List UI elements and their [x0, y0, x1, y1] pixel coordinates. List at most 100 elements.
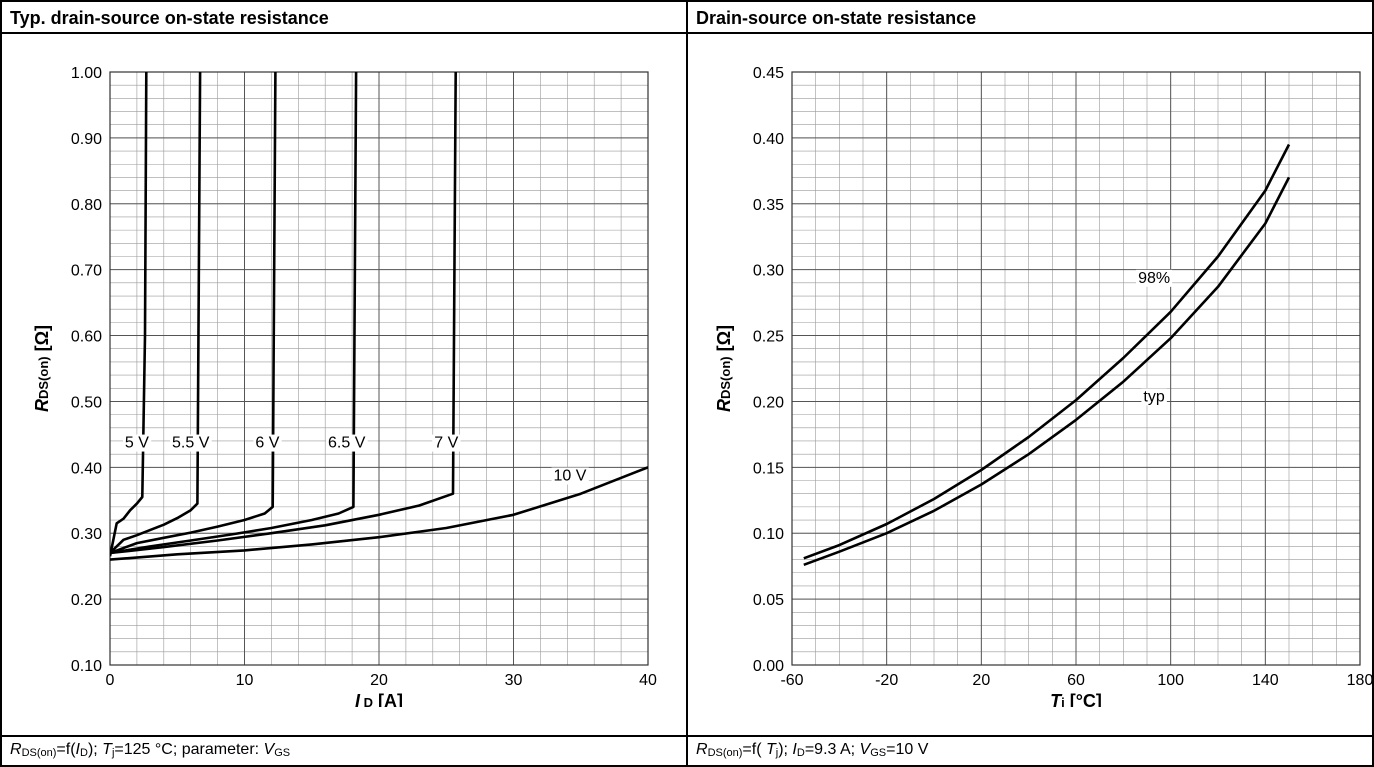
y-tick-label: 0.10: [71, 658, 102, 675]
x-tick-label: 0: [106, 672, 115, 689]
plot-frame: [109, 71, 649, 666]
series-label: 5.5 V: [172, 435, 210, 452]
series-group: [110, 71, 648, 561]
caption-id-subscript: D: [796, 747, 805, 759]
x-tick-label: 20: [370, 672, 388, 689]
caption-vgs-subscript: GS: [274, 747, 291, 759]
y-tick-label: 0.15: [753, 460, 784, 477]
y-tick-label: 0.80: [71, 197, 102, 214]
x-tick-label: 140: [1252, 672, 1279, 689]
y-axis-label-part: R: [32, 399, 52, 412]
series-label: 5 V: [125, 435, 149, 452]
caption-r-symbol: R: [696, 741, 708, 758]
series-line: [110, 71, 358, 555]
caption-text: =125 °C; parameter:: [114, 741, 264, 758]
series-line: [110, 71, 457, 555]
left-chart-caption: RDS(on)=f(ID); Tj=125 °C; parameter: VGS: [2, 735, 686, 765]
y-tick-label: 0.90: [71, 131, 102, 148]
y-axis-label-part: [Ω]: [32, 325, 52, 356]
right-chart-title: Drain-source on-state resistance: [696, 8, 977, 28]
y-tick-label: 1.00: [71, 65, 102, 82]
x-tick-label: -20: [875, 672, 898, 689]
x-axis-label-part: I: [355, 691, 361, 707]
x-tick-label: 40: [639, 672, 657, 689]
caption-tj-subscript: j: [775, 747, 779, 759]
caption-text: =9.3 A;: [804, 741, 860, 758]
y-tick-label: 0.30: [71, 526, 102, 543]
series-label-bg: [170, 434, 212, 452]
caption-id-symbol: I: [792, 741, 797, 758]
y-tick-label: 0.45: [753, 65, 784, 82]
caption-vgs-subscript: GS: [870, 747, 887, 759]
x-axis-label-part: [°C]: [1065, 691, 1102, 707]
y-axis-label-part: R: [714, 399, 734, 412]
x-axis-label-part: T: [1050, 691, 1063, 707]
y-tick-label: 0.40: [753, 131, 784, 148]
right-chart-caption: RDS(on)=f( Tj); ID=9.3 A; VGS=10 V: [688, 735, 1372, 765]
y-tick-label: 0.25: [753, 329, 784, 346]
series-line: [110, 71, 277, 555]
y-tick-label: 0.35: [753, 197, 784, 214]
y-tick-label: 0.60: [71, 329, 102, 346]
y-axis-label: RDS(on) [Ω]: [32, 325, 52, 412]
caption-tj-subscript: j: [111, 747, 115, 759]
left-chart-header: Typ. drain-source on-state resistance: [2, 2, 686, 34]
caption-text: );: [778, 741, 793, 758]
caption-text: =f(: [742, 741, 766, 758]
caption-vgs-symbol: V: [263, 741, 275, 758]
y-tick-label: 0.20: [71, 592, 102, 609]
x-axis-label: Tj [°C]: [1050, 691, 1102, 707]
series-label: 6 V: [255, 435, 279, 452]
series-label-bg: [122, 434, 152, 452]
series-label-bg: [1141, 388, 1167, 406]
y-tick-label: 0.05: [753, 592, 784, 609]
x-tick-label: 30: [505, 672, 523, 689]
x-tick-label: 180: [1347, 672, 1372, 689]
major-grid: [791, 71, 1361, 666]
y-axis-label-part: DS(on): [718, 356, 733, 399]
y-tick-label: 0.70: [71, 263, 102, 280]
plot-frame: [791, 71, 1361, 666]
series-label: 7 V: [434, 435, 458, 452]
caption-id-symbol: I: [75, 741, 80, 758]
series-line: [110, 466, 648, 561]
series-label: 10 V: [554, 468, 587, 485]
x-tick-label: 10: [236, 672, 254, 689]
caption-r-subscript: DS(on): [707, 747, 743, 759]
y-tick-label: 0.30: [753, 263, 784, 280]
caption-id-subscript: D: [79, 747, 88, 759]
y-tick-label: 0.50: [71, 394, 102, 411]
y-axis-label: RDS(on) [Ω]: [714, 325, 734, 412]
series-line: [803, 143, 1291, 560]
series-label-bg: [432, 434, 461, 452]
caption-r-subscript: DS(on): [21, 747, 57, 759]
right-chart-panel: Drain-source on-state resistance 0.00 0.0…: [686, 0, 1374, 767]
series-label-bg: [1136, 269, 1173, 287]
left-chart-title: Typ. drain-source on-state resistance: [10, 8, 329, 28]
series-label-bg: [253, 434, 282, 452]
left-chart-svg: 0.10 0.20 0.30 0.40 0.50 0.60 0.70 0.80 0.90 1.00…: [32, 65, 657, 707]
x-tick-label: 60: [1067, 672, 1085, 689]
y-tick-label: 0.00: [753, 658, 784, 675]
series-line: [110, 71, 148, 557]
series-label-bg: [326, 434, 368, 452]
series-label: typ: [1143, 388, 1164, 405]
x-tick-label: 100: [1157, 672, 1184, 689]
y-tick-label: 0.20: [753, 394, 784, 411]
right-chart-header: Drain-source on-state resistance: [688, 2, 1372, 34]
caption-vgs-symbol: V: [859, 741, 871, 758]
y-axis-label-part: DS(on): [36, 356, 51, 399]
series-label-bg: [551, 467, 589, 485]
x-tick-label: -60: [780, 672, 803, 689]
x-axis-label-part: [A]: [373, 691, 403, 707]
caption-tj-symbol: T: [102, 741, 112, 758]
series-label: 98%: [1138, 270, 1170, 287]
y-axis-label-part: [Ω]: [714, 325, 734, 356]
x-axis-label-part: j: [1060, 695, 1065, 707]
x-tick-label: 20: [972, 672, 990, 689]
series-line: [803, 176, 1291, 567]
y-tick-label: 0.40: [71, 460, 102, 477]
caption-text: =10 V: [886, 741, 929, 758]
series-label: 6.5 V: [328, 435, 366, 452]
